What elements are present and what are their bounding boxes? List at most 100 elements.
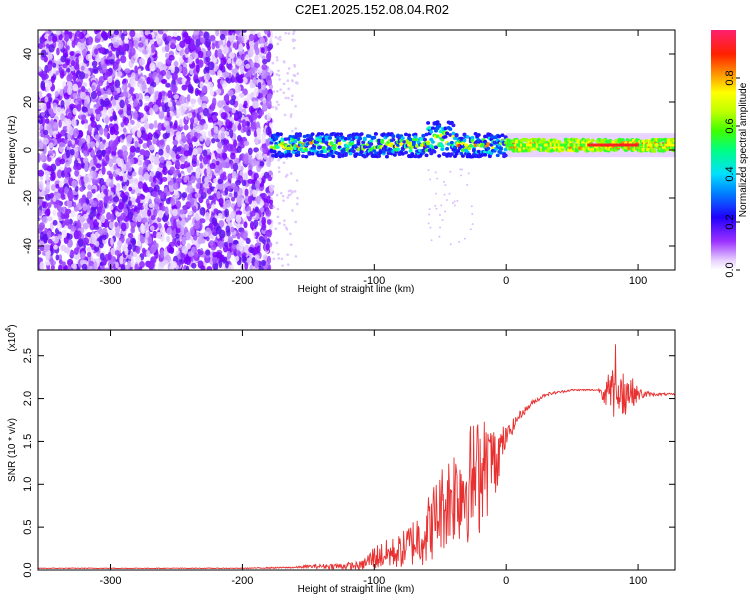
noise-cell <box>265 52 272 60</box>
noise-cell <box>194 222 200 230</box>
sparse-cell <box>295 179 299 182</box>
noise-cell <box>265 126 272 136</box>
noise-cell <box>238 103 243 112</box>
noise-cell <box>195 182 201 190</box>
noise-cell <box>48 63 52 70</box>
noise-cell <box>224 187 229 196</box>
noise-cell <box>144 159 150 167</box>
band-cell <box>443 135 448 139</box>
sparse-cell <box>278 78 281 81</box>
noise-cell <box>261 259 266 267</box>
noise-cell <box>132 216 138 222</box>
noise-cell <box>185 201 192 208</box>
noise-cell <box>143 150 150 157</box>
noise-cell <box>197 250 204 256</box>
noise-cell <box>243 221 248 229</box>
noise-cell <box>73 164 78 171</box>
band-cell <box>396 147 401 152</box>
noise-cell <box>181 84 188 91</box>
noise-cell <box>227 58 232 65</box>
noise-cell <box>257 67 263 74</box>
noise-cell <box>107 107 114 117</box>
noise-cell <box>65 118 72 127</box>
noise-cell <box>202 107 209 117</box>
noise-cell <box>39 261 45 270</box>
noise-cell <box>72 92 77 99</box>
noise-cell <box>161 216 169 222</box>
noise-cell <box>101 227 108 236</box>
band-cell <box>373 132 378 136</box>
noise-cell <box>177 77 184 85</box>
noise-cell <box>160 101 165 108</box>
noise-cell <box>230 210 236 219</box>
noise-cell <box>252 77 258 85</box>
noise-cell <box>91 85 96 91</box>
trail-cell <box>446 198 449 201</box>
noise-cell <box>55 133 62 139</box>
noise-cell <box>226 40 231 48</box>
sparse-cell <box>274 35 278 39</box>
noise-cell <box>76 202 82 209</box>
noise-cell <box>244 261 249 270</box>
noise-cell <box>225 93 230 102</box>
noise-cell <box>126 134 133 142</box>
band-cell <box>422 137 427 142</box>
band-cell <box>362 136 367 141</box>
noise-cell <box>94 48 99 55</box>
noise-cell <box>222 175 227 181</box>
noise-cell <box>46 81 53 88</box>
band-cell <box>437 124 442 129</box>
noise-cell <box>230 152 236 160</box>
noise-cell <box>207 44 211 51</box>
noise-cell <box>225 225 231 234</box>
noise-cell <box>90 206 96 214</box>
sparse-cell <box>294 127 298 130</box>
sparse-cell <box>294 220 298 224</box>
noise-cell <box>167 101 173 108</box>
noise-cell <box>241 119 247 128</box>
noise-cell <box>138 175 144 183</box>
noise-cell <box>119 255 124 265</box>
noise-cell <box>220 112 227 120</box>
noise-cell <box>112 195 120 203</box>
noise-cell <box>249 210 256 217</box>
noise-cell <box>59 206 65 213</box>
trail-cell <box>436 177 439 180</box>
noise-cell <box>134 65 138 75</box>
noise-cell <box>156 37 162 45</box>
noise-cell <box>206 166 211 176</box>
noise-cell <box>253 73 258 79</box>
noise-cell <box>68 126 75 136</box>
noise-cell <box>149 107 154 116</box>
noise-cell <box>47 150 54 156</box>
noise-cell <box>63 265 68 270</box>
noise-cell <box>65 208 72 215</box>
noise-cell <box>48 142 54 149</box>
noise-cell <box>170 84 177 93</box>
sparse-cell <box>286 196 290 199</box>
noise-cell <box>124 247 129 256</box>
noise-cell <box>258 92 263 99</box>
trail-cell <box>463 237 466 240</box>
noise-cell <box>41 201 46 208</box>
noise-cell <box>100 99 105 108</box>
band-cell <box>449 152 454 156</box>
noise-cell <box>42 162 48 170</box>
noise-cell <box>234 120 239 127</box>
noise-cell <box>179 95 186 105</box>
sparse-cell <box>284 31 288 35</box>
noise-cell <box>183 176 188 183</box>
sparse-cell <box>281 194 285 198</box>
noise-cell <box>44 193 51 201</box>
noise-cell <box>261 192 267 200</box>
noise-cell <box>65 149 71 159</box>
noise-cell <box>58 254 63 261</box>
noise-cell <box>236 195 242 205</box>
noise-cell <box>110 213 115 223</box>
noise-cell <box>75 230 82 240</box>
noise-cell <box>78 71 86 80</box>
noise-cell <box>115 211 120 217</box>
noise-cell <box>137 42 144 48</box>
sparse-cell <box>291 190 294 193</box>
